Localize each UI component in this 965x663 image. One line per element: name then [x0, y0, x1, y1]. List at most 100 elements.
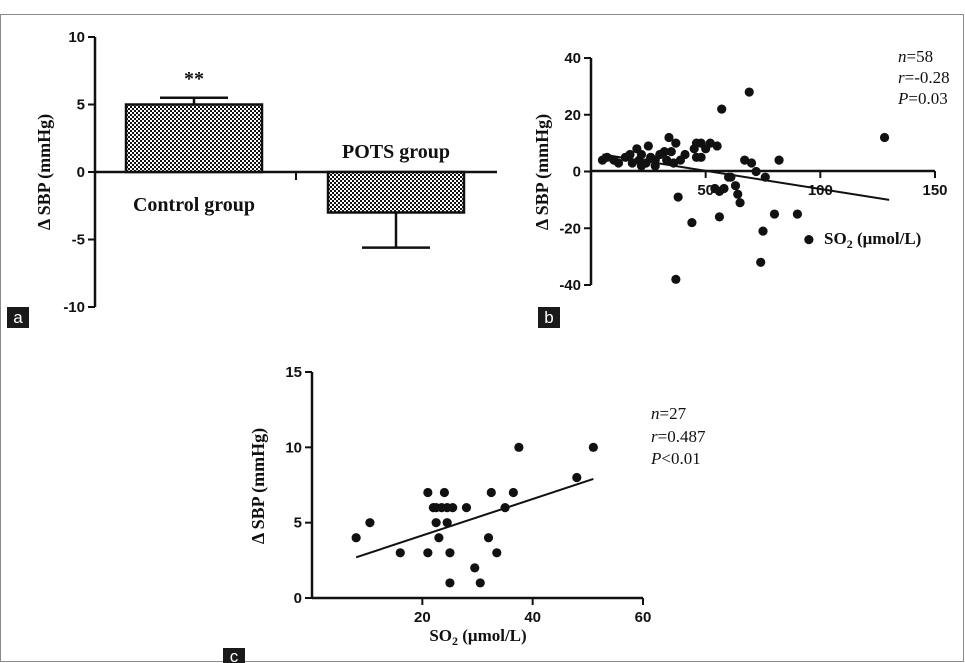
figure-border	[0, 14, 964, 662]
panel-c-y-label: Δ SBP (mmHg)	[248, 428, 269, 544]
panel-b-point	[650, 161, 660, 171]
panel-a-y-tick-label: -5	[72, 232, 85, 249]
panel-c-point	[470, 563, 480, 573]
panel-c-points	[351, 442, 598, 588]
panel-a-category-label-control: Control group	[133, 194, 255, 216]
panel-c-x-label: SO2 (μmol/L)	[429, 626, 526, 648]
panel-c-point	[445, 548, 455, 558]
panel-b-y-tick-label: 20	[564, 107, 581, 124]
panel-b-point	[792, 209, 803, 219]
panel-b-point	[758, 226, 768, 236]
panel-c-point	[439, 487, 449, 498]
panel-c-stat-r: r=0.487	[651, 427, 706, 446]
svg-text:c: c	[230, 647, 239, 663]
panel-a-y-label: Δ SBP (mmHg)	[34, 114, 55, 230]
panel-c-point	[423, 487, 433, 498]
panel-a-y-tick-label: -10	[63, 299, 85, 316]
panel-b-point	[726, 172, 736, 182]
panel-c-point	[442, 518, 452, 528]
svg-text:a: a	[13, 308, 23, 327]
panel-c-point	[486, 487, 496, 498]
panel-b-stat-n: n=58	[898, 47, 933, 66]
panel-c-y-tick-label: 10	[285, 439, 302, 456]
panel-c-point	[492, 548, 502, 558]
panel-b-x-tick-label: 100	[808, 182, 833, 199]
panel-b-point	[769, 209, 780, 219]
panel-b-point	[671, 274, 681, 284]
panel-b-point	[733, 189, 743, 199]
panel-b-y-tick-label: 40	[564, 50, 581, 67]
panel-c-point	[514, 442, 524, 452]
panel-b-point	[751, 166, 761, 177]
panel-b-point	[602, 152, 612, 162]
panel-c-point	[483, 533, 494, 543]
panel-b-point	[668, 158, 679, 168]
panel-b-point	[673, 192, 683, 202]
panel-b-point	[659, 147, 669, 157]
panel-b-y-ticks: 40 20 0 -20 -40	[559, 50, 591, 294]
panel-b-x-ticks: 50 100 150	[697, 171, 948, 199]
panel-b-point	[643, 141, 653, 151]
panel-c-stat-n: n=27	[651, 404, 687, 423]
panel-b-point	[744, 87, 754, 97]
panel-a-bar-chart: 10 5 0 -5 -10 Δ SBP (mmHg) Control group POT…	[34, 29, 497, 316]
panel-b-y-tick-label: 0	[573, 164, 581, 181]
panel-c-x-tick-label: 20	[414, 609, 431, 626]
panel-c-point	[442, 503, 452, 513]
panel-c-y-tick-label: 5	[294, 515, 302, 532]
panel-b-points	[597, 87, 890, 284]
panel-c-y-tick-label: 15	[285, 364, 302, 381]
panel-c-regression-line	[355, 478, 594, 559]
panel-b-y-tick-label: -20	[559, 220, 581, 237]
panel-b-point	[756, 257, 766, 267]
panel-b-x-label: SO2 (μmol/L)	[824, 229, 921, 251]
panel-c-point	[423, 548, 433, 558]
panel-c-point	[508, 487, 518, 498]
panel-b-point	[671, 138, 681, 148]
panel-b-point	[879, 132, 890, 143]
panel-tag-c: c	[223, 647, 245, 663]
panel-c-y-tick-label: 0	[294, 590, 302, 607]
panel-c-point	[475, 578, 485, 588]
panel-c-point	[588, 442, 598, 452]
panel-b-point	[636, 149, 647, 160]
panel-b-point	[680, 149, 690, 160]
panel-b-point	[664, 132, 674, 143]
panel-a-bar-pots	[326, 170, 466, 214]
panel-b-x-tick-label: 50	[697, 182, 714, 199]
panel-c-point	[365, 518, 375, 528]
panel-b-point	[662, 155, 672, 165]
panel-c-point	[461, 503, 472, 513]
panel-b-point	[712, 141, 722, 151]
svg-text:b: b	[544, 308, 553, 327]
panel-b-scatter-chart: 40 20 0 -20 -40 50 100 150 Δ SBP (mmHg) SO2 (μ…	[532, 47, 950, 294]
panel-b-point	[625, 149, 635, 160]
panel-a-significance-mark: **	[184, 68, 204, 90]
panel-b-point	[613, 158, 624, 168]
panel-b-y-tick-label: -40	[559, 277, 581, 294]
panel-a-y-tick-label: 5	[77, 97, 85, 114]
panel-b-point	[746, 158, 757, 168]
panel-c-x-tick-label: 40	[524, 609, 541, 626]
panel-b-point	[774, 155, 784, 165]
panel-c-point	[500, 503, 510, 513]
panel-b-stat-r: r=-0.28	[898, 68, 950, 87]
panel-a-bars	[124, 96, 466, 249]
panel-c-x-tick-label: 60	[635, 609, 652, 626]
panel-c-stat-p: P<0.01	[650, 449, 701, 468]
panel-b-point	[687, 217, 697, 228]
panel-b-point	[735, 198, 745, 208]
panel-b-point	[760, 172, 770, 182]
panel-tag-b: b	[538, 307, 560, 328]
panel-c-point	[395, 548, 405, 558]
panel-b-stat-p: P=0.03	[897, 89, 948, 108]
panel-a-category-label-pots: POTS group	[342, 141, 450, 163]
panel-c-point	[431, 503, 441, 513]
panel-b-y-label: Δ SBP (mmHg)	[532, 114, 553, 230]
panel-b-point	[730, 181, 741, 191]
panel-b-point	[710, 183, 720, 194]
panel-b-point	[714, 212, 725, 222]
